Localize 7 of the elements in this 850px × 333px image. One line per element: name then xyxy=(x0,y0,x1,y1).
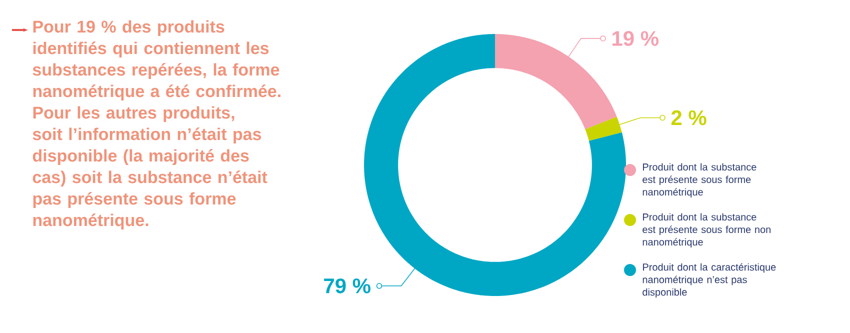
data-label: 2 % xyxy=(671,110,706,126)
data-label: 19 % xyxy=(612,31,658,46)
text: Pour 19 % des produits identifiés qui contiennent les substances repérées, la forme nanométrique a été confirmée. Pour les autres produits, soit l’information n’était pas disponible (la majorité des cas) soit la substance n’était pas présente sous forme nanométrique. xyxy=(32,20,280,230)
legend-label: Produit dont la caractéristique nanométrique n’est pas disponible xyxy=(642,263,776,298)
legend-label: Produit dont la substance est présente sous forme nanométrique xyxy=(642,163,756,198)
data-label: 79 % xyxy=(324,278,370,294)
legend-label: Produit dont la substance est présente sous forme non nanométrique xyxy=(642,213,770,248)
